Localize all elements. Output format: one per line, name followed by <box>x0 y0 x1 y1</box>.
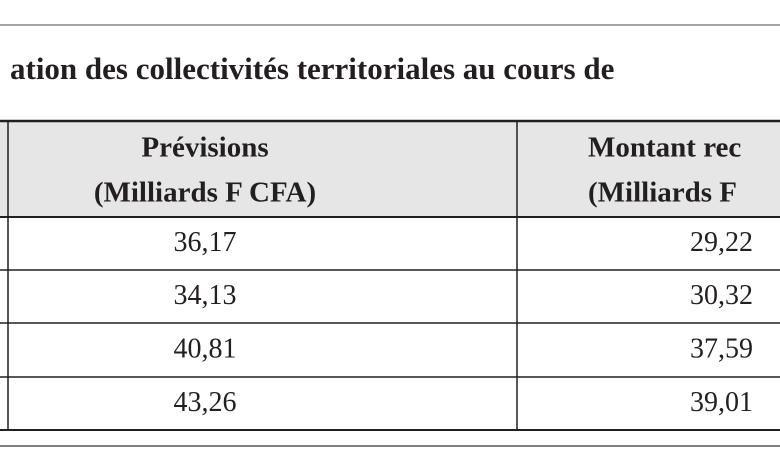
table-cell: 34,13 <box>174 280 237 311</box>
header-background <box>0 121 780 217</box>
table-cell: 40,81 <box>174 333 237 364</box>
table-cell: 29,22 <box>690 227 753 258</box>
table-cell: 30,32 <box>690 280 753 311</box>
table-title: ation des collectivités territoriales au… <box>10 51 614 86</box>
table-cell: 39,01 <box>690 387 753 418</box>
table-cell: 36,17 <box>174 227 237 258</box>
header-cell: Prévisions <box>141 132 268 164</box>
header-cell: Montant rec <box>588 132 741 164</box>
table-cell: 37,59 <box>690 333 753 364</box>
table-cell: 43,26 <box>174 387 237 418</box>
header-cell: (Milliards F CFA) <box>94 177 316 209</box>
header-cell: (Milliards F <box>588 177 737 209</box>
